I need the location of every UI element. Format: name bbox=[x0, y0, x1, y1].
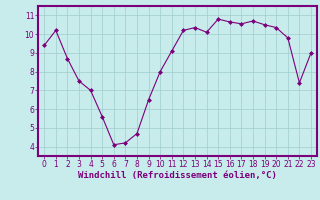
X-axis label: Windchill (Refroidissement éolien,°C): Windchill (Refroidissement éolien,°C) bbox=[78, 171, 277, 180]
